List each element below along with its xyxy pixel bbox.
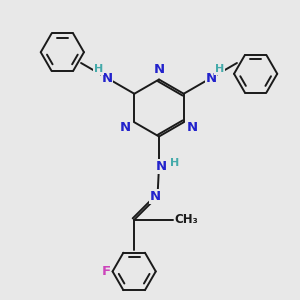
Text: N: N xyxy=(206,71,217,85)
Text: N: N xyxy=(120,121,131,134)
Text: CH₃: CH₃ xyxy=(175,213,198,226)
Text: F: F xyxy=(101,265,110,278)
Text: H: H xyxy=(170,158,179,168)
Text: N: N xyxy=(153,63,165,76)
Text: N: N xyxy=(156,160,167,173)
Text: N: N xyxy=(187,121,198,134)
Text: N: N xyxy=(101,71,112,85)
Text: H: H xyxy=(94,64,103,74)
Text: N: N xyxy=(149,190,161,203)
Text: H: H xyxy=(215,64,224,74)
